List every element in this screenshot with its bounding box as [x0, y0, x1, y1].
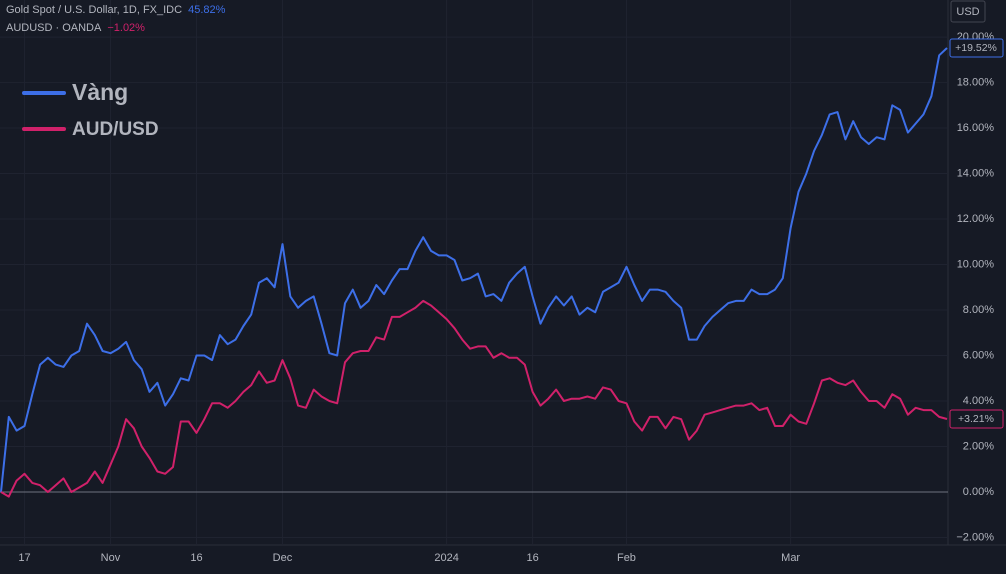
x-tick-label: 17: [18, 552, 30, 564]
y-tick-label: 2.00%: [963, 440, 994, 452]
legend-label: AUD/USD: [72, 119, 159, 140]
x-tick-label: 16: [527, 552, 539, 564]
x-tick-label: Dec: [273, 552, 293, 564]
header-line: Gold Spot / U.S. Dollar, 1D, FX_IDC 45.82…: [6, 4, 226, 16]
series-line: [0, 47, 948, 493]
legend-label: Vàng: [72, 79, 128, 105]
last-value-label: +19.52%: [955, 42, 997, 54]
y-tick-label: 4.00%: [963, 395, 994, 407]
y-tick-label: 6.00%: [963, 349, 994, 361]
header-name: Gold Spot / U.S. Dollar, 1D, FX_IDC: [6, 4, 182, 16]
x-tick-label: 2024: [434, 552, 458, 564]
x-tick-label: Nov: [101, 552, 121, 564]
series-line: [0, 299, 948, 498]
last-value-box: [949, 38, 1004, 58]
x-tick-label: 16: [190, 552, 202, 564]
header-line: AUDUSD · OANDA −1.02%: [6, 22, 145, 34]
y-tick-label: −2.00%: [956, 531, 994, 543]
header-change: 45.82%: [188, 4, 226, 16]
x-tick-label: Feb: [617, 552, 636, 564]
last-value-label: +3.21%: [958, 413, 994, 425]
x-tick-label: Mar: [781, 552, 800, 564]
y-tick-label: 10.00%: [957, 258, 995, 270]
header-change: −1.02%: [107, 22, 145, 34]
header-name: AUDUSD · OANDA: [6, 22, 102, 34]
y-tick-label: 18.00%: [957, 76, 995, 88]
y-tick-label: 14.00%: [957, 167, 995, 179]
currency: USD: [956, 6, 979, 18]
y-tick-label: 16.00%: [957, 122, 995, 134]
y-tick-label: 0.00%: [963, 486, 994, 498]
last-value-box: [949, 409, 1004, 429]
y-tick-label: 8.00%: [963, 304, 994, 316]
currency-box[interactable]: [950, 0, 986, 23]
y-tick-label: 12.00%: [957, 213, 995, 225]
